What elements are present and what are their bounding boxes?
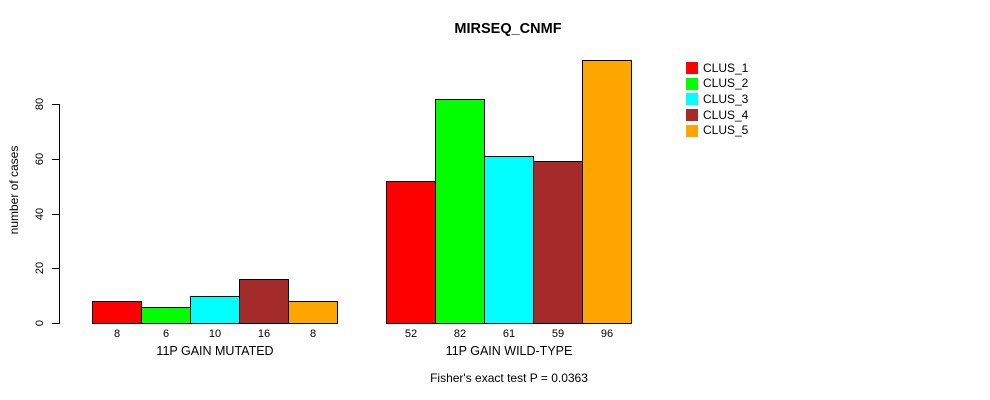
bar-value-label: 96: [600, 328, 614, 340]
legend-swatch-clus_5: [686, 124, 698, 137]
legend-label: CLUS_3: [703, 91, 749, 106]
bar-clus_1-group1: [92, 301, 142, 324]
bar-value-label: 59: [551, 328, 565, 340]
x-group-label: 11P GAIN WILD-TYPE: [445, 344, 573, 358]
legend-label: CLUS_1: [703, 60, 749, 75]
bar-clus_4-group1: [239, 279, 289, 324]
legend-label: CLUS_4: [703, 107, 749, 122]
legend-item: CLUS_3: [686, 91, 749, 106]
y-axis-tick-label: 80: [34, 97, 46, 111]
bar-clus_2-group1: [141, 306, 191, 324]
y-axis-tick-label: 0: [34, 319, 46, 327]
y-axis-tick: [52, 213, 59, 215]
bar-value-label: 8: [113, 328, 121, 340]
bar-clus_3-group1: [190, 295, 240, 324]
y-axis-tick-label: 20: [34, 262, 46, 275]
bar-value-label: 52: [404, 328, 418, 340]
chart-title: MIRSEQ_CNMF: [454, 21, 562, 37]
bar-value-label: 6: [162, 328, 170, 340]
y-axis-line: [59, 104, 60, 324]
bar-clus_3-group2: [484, 156, 534, 324]
y-axis-label: number of cases: [7, 145, 21, 235]
y-axis-tick: [52, 158, 59, 160]
bar-clus_5-group2: [582, 60, 632, 324]
legend-swatch-clus_2: [686, 77, 698, 90]
legend-swatch-clus_4: [686, 109, 698, 122]
y-axis-tick-label: 60: [34, 152, 46, 165]
legend-item: CLUS_5: [686, 124, 748, 137]
y-axis-tick: [52, 268, 59, 270]
bar-clus_4-group2: [533, 161, 583, 324]
bar-value-label: 82: [453, 328, 467, 340]
fisher-test-subtitle: Fisher's exact test P = 0.0363: [430, 371, 588, 385]
bar-value-label: 16: [257, 328, 271, 340]
legend-swatch-clus_1: [686, 62, 698, 74]
legend-item: CLUS_2: [686, 77, 748, 90]
bar-clus_5-group1: [288, 301, 338, 324]
legend-label: CLUS_2: [703, 76, 749, 91]
y-axis-tick: [52, 104, 59, 105]
y-axis-tick: [52, 323, 59, 324]
bar-value-label: 61: [502, 328, 516, 340]
bar-clus_2-group2: [435, 98, 485, 324]
bar-value-label: 10: [208, 328, 222, 340]
bar-value-label: 8: [309, 328, 317, 340]
bar-clus_1-group2: [386, 180, 436, 324]
y-axis-tick-label: 40: [34, 207, 46, 220]
legend-item: CLUS_1: [686, 60, 749, 75]
legend-label: CLUS_5: [703, 123, 749, 138]
legend-item: CLUS_4: [686, 107, 749, 122]
x-group-label: 11P GAIN MUTATED: [156, 344, 274, 358]
legend-swatch-clus_3: [686, 93, 698, 106]
